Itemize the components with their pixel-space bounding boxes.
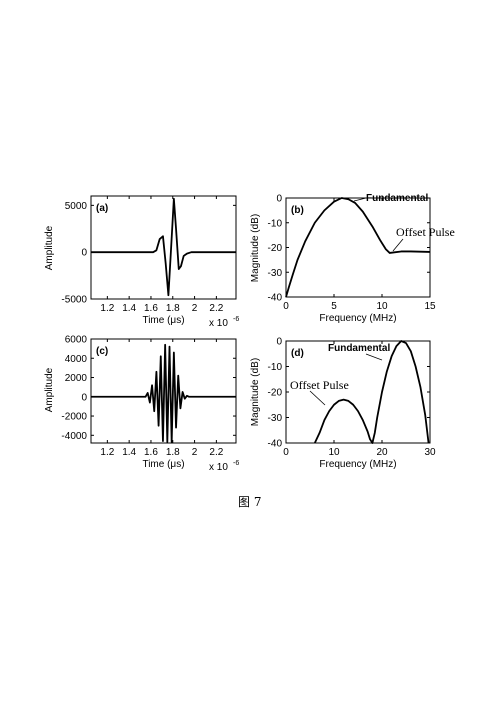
x-tick-label: 10 bbox=[376, 301, 388, 312]
y-tick-label: 0 bbox=[81, 392, 87, 403]
series-line bbox=[91, 343, 236, 443]
y-tick-label: 2000 bbox=[65, 373, 88, 384]
annotation-label: Offset Pulse bbox=[396, 225, 455, 239]
plot-frame bbox=[285, 197, 431, 298]
panel-label: (c) bbox=[96, 346, 108, 357]
x-tick-label: 15 bbox=[424, 301, 436, 312]
x-tick-label: 30 bbox=[424, 447, 436, 458]
x-scale-factor: x 10 bbox=[209, 318, 228, 329]
panel-label: (b) bbox=[291, 205, 304, 216]
figure-caption: 图 7 bbox=[238, 495, 261, 509]
annotation-leader bbox=[309, 390, 326, 406]
annotation-label: Fundamental bbox=[328, 343, 390, 354]
annotation-leader bbox=[365, 353, 383, 361]
y-tick-label: -4000 bbox=[61, 431, 87, 442]
plot-frame bbox=[90, 338, 237, 444]
y-axis-label: Amplitude bbox=[44, 225, 55, 270]
y-tick-label: -2000 bbox=[61, 412, 87, 423]
x-tick-label: 2 bbox=[192, 303, 198, 314]
x-tick-label: 5 bbox=[331, 301, 337, 312]
x-tick-label: 1.8 bbox=[166, 447, 180, 458]
x-scale-factor: x 10 bbox=[209, 462, 228, 473]
chart-panel-4: 0 10 20 30 0 -10 -20 -30 -40 (d) Frequency (MHz) Ma… bbox=[250, 337, 436, 471]
y-axis-label: Amplitude bbox=[44, 367, 55, 412]
x-axis-label: Time (μs) bbox=[142, 315, 184, 326]
x-tick-label: 1.6 bbox=[144, 447, 158, 458]
y-tick-label: 5000 bbox=[65, 201, 88, 212]
series-line bbox=[313, 340, 430, 444]
x-axis-label: Frequency (MHz) bbox=[319, 313, 396, 324]
x-tick-label: 0 bbox=[283, 447, 289, 458]
x-tick-label: 1.4 bbox=[122, 447, 136, 458]
plot-frame bbox=[285, 340, 431, 444]
y-tick-label: 0 bbox=[81, 248, 87, 259]
series-line bbox=[285, 197, 431, 298]
y-tick-label: 6000 bbox=[65, 335, 88, 346]
annotation-leader bbox=[392, 238, 404, 252]
chart-panel-1: 1.2 1.4 1.6 1.8 2 2.2 5000 0 -5000 (a) Time (μs) Am… bbox=[44, 195, 239, 329]
x-tick-label: 2 bbox=[192, 447, 198, 458]
y-axis-label: Magnitude (dB) bbox=[250, 358, 261, 426]
x-scale-exponent: -6 bbox=[233, 460, 239, 467]
x-tick-label: 2.2 bbox=[209, 447, 223, 458]
x-tick-label: 1.2 bbox=[100, 303, 114, 314]
annotation-leader bbox=[353, 197, 367, 202]
x-tick-label: 0 bbox=[283, 301, 289, 312]
panel-label: (d) bbox=[291, 348, 304, 359]
x-tick-label: 10 bbox=[328, 447, 340, 458]
y-tick-label: -20 bbox=[268, 243, 283, 254]
y-tick-label: 0 bbox=[276, 194, 282, 205]
annotation-label: Fundamental bbox=[366, 193, 428, 204]
x-tick-label: 1.8 bbox=[166, 303, 180, 314]
panel-label: (a) bbox=[96, 203, 108, 214]
x-tick-label: 1.2 bbox=[100, 447, 114, 458]
y-tick-label: -10 bbox=[268, 218, 283, 229]
plot-frame bbox=[90, 195, 237, 300]
chart-panel-2: 0 5 10 15 0 -10 -20 -30 -40 (b) Frequency (MHz) Mag… bbox=[250, 193, 455, 324]
y-tick-label: -5000 bbox=[61, 295, 87, 306]
x-axis-label: Frequency (MHz) bbox=[319, 459, 396, 470]
y-tick-label: -40 bbox=[268, 293, 283, 304]
x-tick-label: 1.6 bbox=[144, 303, 158, 314]
x-tick-label: 1.4 bbox=[122, 303, 136, 314]
x-tick-label: 2.2 bbox=[209, 303, 223, 314]
y-tick-label: 0 bbox=[276, 337, 282, 348]
x-axis-label: Time (μs) bbox=[142, 459, 184, 470]
y-tick-label: -20 bbox=[268, 388, 283, 399]
y-tick-label: -40 bbox=[268, 439, 283, 450]
y-tick-label: 4000 bbox=[65, 354, 88, 365]
y-tick-label: -30 bbox=[268, 413, 283, 424]
annotation-label: Offset Pulse bbox=[290, 378, 349, 392]
y-tick-label: -30 bbox=[268, 268, 283, 279]
y-axis-label: Magnitude (dB) bbox=[250, 214, 261, 282]
y-tick-label: -10 bbox=[268, 362, 283, 373]
chart-panel-3: 1.2 1.4 1.6 1.8 2 2.2 6000 4000 2000 0 -2000 -4000 (… bbox=[44, 335, 239, 474]
x-tick-label: 20 bbox=[376, 447, 388, 458]
series-line bbox=[91, 197, 236, 297]
x-scale-exponent: -6 bbox=[233, 316, 239, 323]
